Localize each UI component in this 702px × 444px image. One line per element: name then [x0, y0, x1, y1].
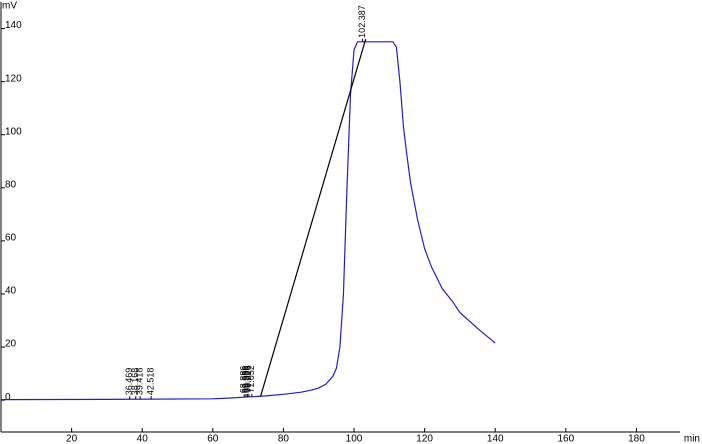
peak-label: 68.886 — [239, 366, 249, 394]
x-tick-label: 40 — [137, 434, 149, 444]
y-tick-label: 80 — [5, 179, 17, 190]
x-tick-label: 80 — [278, 434, 290, 444]
y-tick-label: 40 — [5, 286, 17, 297]
peak-label: 69.806 — [242, 365, 252, 393]
peak-label: 42.518 — [145, 368, 155, 396]
peak-label: 39.418 — [135, 368, 145, 396]
x-tick-label: 140 — [487, 434, 504, 444]
peak-label: 38.168 — [130, 368, 140, 396]
peak-label: 70.216 — [243, 365, 253, 393]
series-line — [0, 41, 496, 401]
y-tick-label: 0 — [5, 392, 11, 403]
x-unit: min — [684, 434, 700, 444]
x-tick-label: 160 — [558, 434, 575, 444]
y-tick-label: 100 — [5, 126, 22, 137]
x-tick-label: 180 — [628, 434, 645, 444]
y-tick-label: 140 — [5, 20, 22, 31]
peak-label: 36.469 — [124, 368, 134, 396]
series-line — [259, 38, 367, 397]
peak-label: 102.387 — [357, 5, 367, 38]
peak-label: 69.386 — [240, 366, 250, 394]
x-tick-label: 120 — [416, 434, 433, 444]
y-tick-label: 20 — [5, 339, 17, 350]
y-tick-label: 120 — [5, 73, 22, 84]
y-unit: mV — [2, 1, 17, 12]
x-tick-label: 20 — [66, 434, 78, 444]
peak-label: 71.052 — [246, 365, 256, 393]
x-tick-label: 60 — [207, 434, 219, 444]
y-tick-label: 60 — [5, 233, 17, 244]
x-tick-label: 100 — [346, 434, 363, 444]
